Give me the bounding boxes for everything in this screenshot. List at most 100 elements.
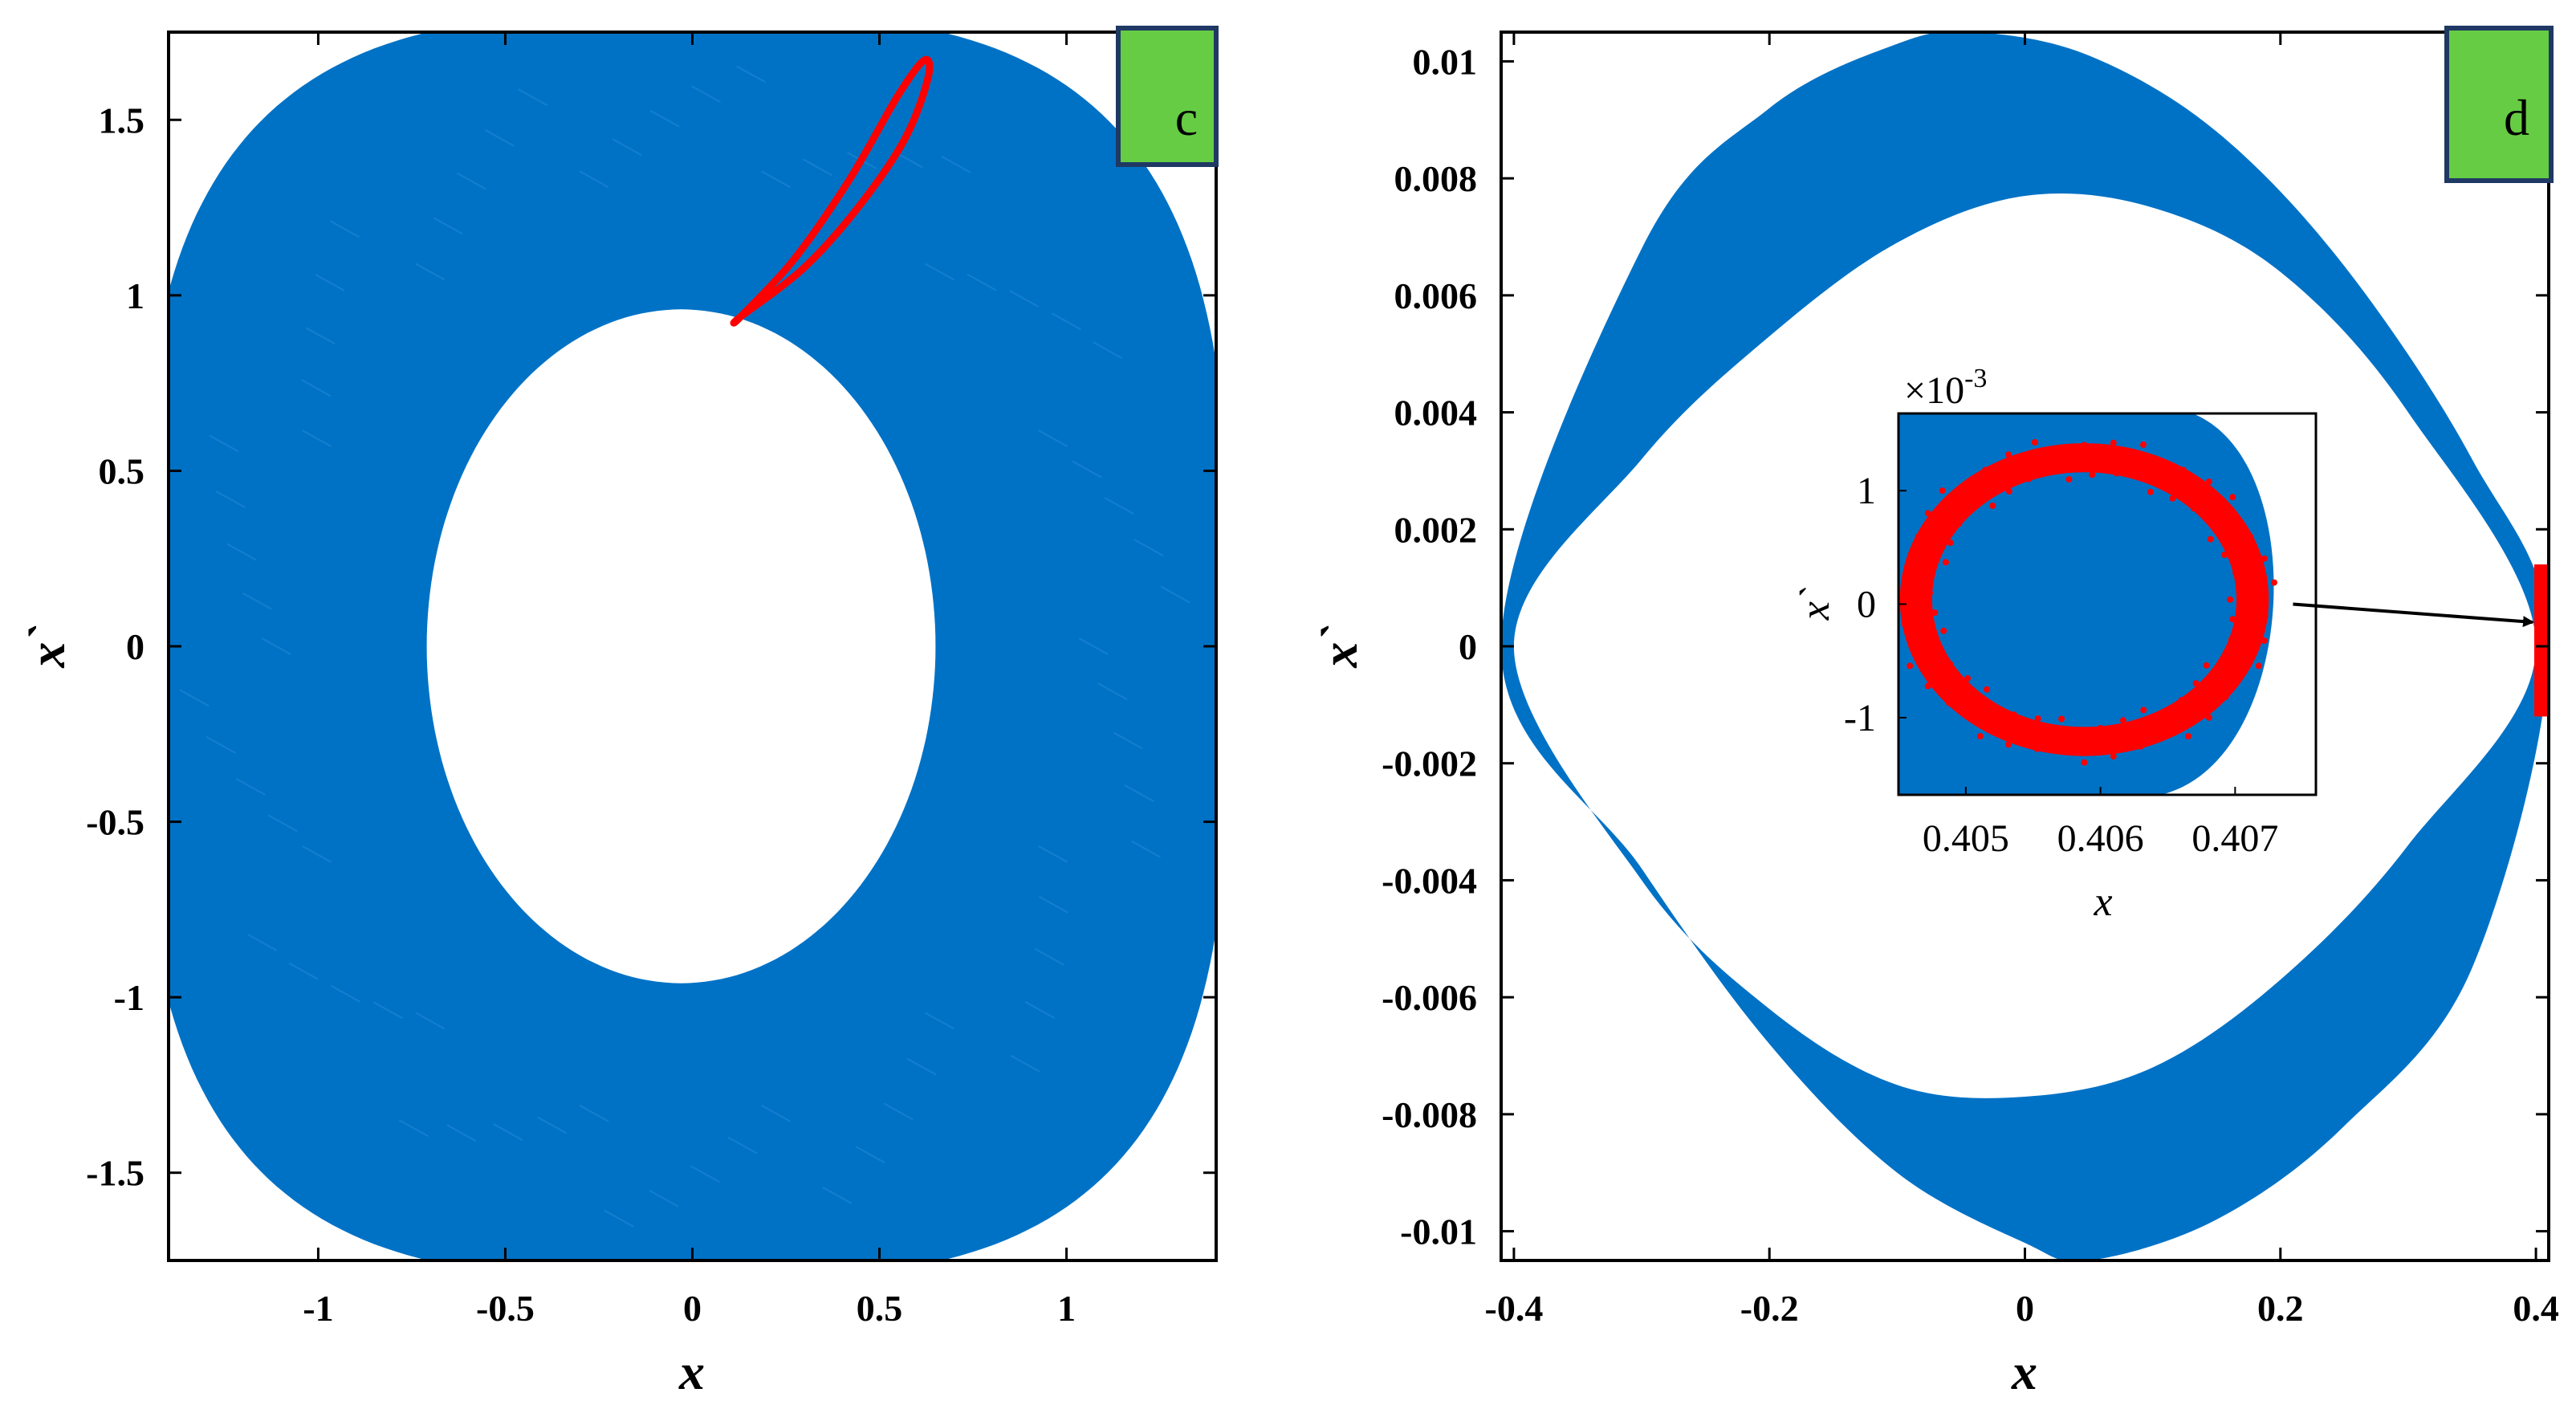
texture-streak <box>179 689 210 707</box>
inset-red-point <box>2234 671 2241 678</box>
inset-red-point <box>1969 713 1976 720</box>
zoom-arrow <box>2293 602 2534 628</box>
inset-red-point <box>2110 753 2117 760</box>
inset-red-point <box>2207 536 2214 543</box>
inset-red-point <box>2140 441 2147 448</box>
inset-red-point <box>2031 438 2038 446</box>
inset-red-point <box>2185 733 2191 739</box>
x-tick-label: 0.5 <box>857 1288 903 1329</box>
x-tick-marks: -1 -0.5 0 0.5 1 <box>303 32 1076 1329</box>
texture-streak <box>1024 1001 1055 1019</box>
texture-streak <box>1130 840 1161 858</box>
inset-red-point <box>2261 637 2268 644</box>
inset-red-point <box>1927 589 1933 597</box>
texture-streak <box>1038 845 1068 863</box>
inset-red-point <box>2072 458 2079 466</box>
inset-red-point <box>2090 742 2097 749</box>
inset-red-point <box>2183 715 2189 721</box>
texture-streak <box>1113 731 1143 750</box>
inset-red-point <box>1947 540 1954 547</box>
texture-streak <box>1104 497 1134 515</box>
texture-streak <box>247 933 278 951</box>
inset-red-point <box>2178 697 2185 703</box>
inset-red-point <box>2138 471 2145 478</box>
texture-streak <box>967 273 997 291</box>
inset-red-point <box>2227 534 2234 540</box>
inset-red-point <box>2033 745 2041 752</box>
y-tick-label: 0.004 <box>1394 393 1478 434</box>
texture-streak <box>446 1124 477 1142</box>
inset-red-point <box>2153 458 2160 466</box>
inset-red-point <box>2058 715 2065 723</box>
texture-streak <box>760 1104 791 1122</box>
inset-red-point <box>2203 662 2210 669</box>
inset-red-point <box>2081 759 2088 766</box>
inset-red-point <box>2119 717 2126 724</box>
inset-y-label: x` <box>1793 587 1838 621</box>
x-tick-label: -0.5 <box>476 1288 535 1329</box>
inset-red-point <box>2190 505 2197 511</box>
inset-red-point <box>2048 466 2055 473</box>
inset-red-point <box>2205 714 2212 721</box>
texture-streak <box>727 1136 758 1154</box>
inset-red-point <box>2027 457 2034 464</box>
inset-red-point <box>2140 707 2147 714</box>
inset-red-point <box>1915 533 1922 540</box>
inset-red-point <box>2229 494 2236 501</box>
inset-y-tick-label: -1 <box>1844 697 1876 739</box>
y-tick-label: -0.008 <box>1382 1094 1477 1135</box>
inset-red-point <box>2113 470 2120 477</box>
inset-red-point <box>1935 525 1942 532</box>
inset-red-point <box>2247 533 2254 540</box>
inset-red-point <box>1976 733 1984 739</box>
texture-streak <box>1133 539 1164 556</box>
inset-red-point <box>1913 604 1920 611</box>
texture-streak <box>1010 1054 1040 1073</box>
texture-streak <box>206 736 236 754</box>
inset-x-tick-label: 0.407 <box>2191 817 2278 860</box>
inset-red-scatter <box>1898 438 2277 766</box>
panel-label-box-c <box>1116 26 1219 167</box>
y-tick-label: -0.002 <box>1382 743 1477 784</box>
red-loop <box>730 55 934 327</box>
inset-red-point <box>1939 487 1946 495</box>
inset-red-point <box>1912 642 1919 650</box>
inset-red-point <box>2261 555 2268 562</box>
y-tick-label: -0.01 <box>1400 1211 1477 1252</box>
inset-red-point <box>2053 448 2060 454</box>
inset-x-tick-label: 0.405 <box>1923 817 2009 860</box>
inset-red-point <box>2160 711 2167 719</box>
texture-streak <box>484 129 515 147</box>
inset-y-tick-label: 1 <box>1857 470 1876 512</box>
inset-red-point <box>1955 520 1963 527</box>
texture-streak <box>537 1116 568 1134</box>
texture-streak <box>215 490 246 508</box>
y-tick-label: -0.5 <box>86 802 144 843</box>
inset-red-point <box>2261 613 2269 619</box>
texture-streak <box>433 217 463 235</box>
inset-red-point <box>2252 573 2259 580</box>
panel-label-c: c <box>1175 89 1198 146</box>
x-tick-label: 0.4 <box>2513 1288 2559 1329</box>
texture-streak <box>1093 341 1123 360</box>
texture-streak <box>1009 290 1040 308</box>
texture-streak <box>235 778 266 796</box>
x-tick-label: -1 <box>303 1288 333 1329</box>
inset-red-point <box>1984 485 1992 492</box>
inset-red-point <box>2210 518 2216 525</box>
texture-streak <box>1097 682 1128 701</box>
inset-red-point <box>1924 682 1931 690</box>
inset-red-point <box>2098 455 2106 462</box>
inset-red-point <box>2161 730 2168 737</box>
y-tick-label: 1 <box>126 275 144 316</box>
inset-red-point <box>2065 476 2073 483</box>
texture-streak <box>579 1104 609 1122</box>
texture-streak <box>302 845 332 863</box>
inset-red-point <box>2192 680 2200 687</box>
y-tick-label: 0.002 <box>1394 509 1478 550</box>
inset-red-point <box>2021 728 2028 735</box>
inset-red-point <box>1982 466 1989 474</box>
inset-red-point <box>1942 559 1949 566</box>
inset-red-point <box>2240 552 2248 560</box>
